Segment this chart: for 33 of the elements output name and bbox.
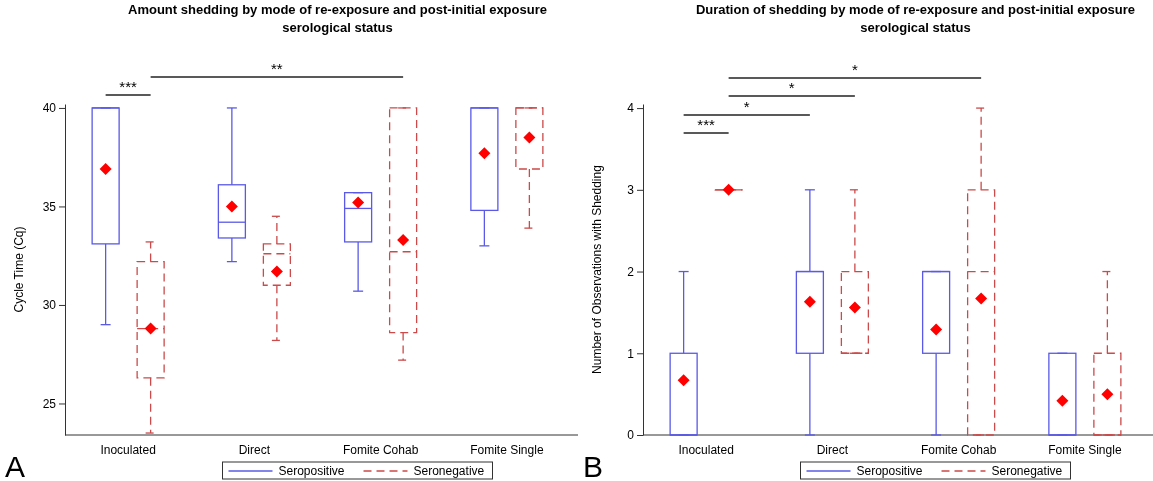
y-tick-label: 35	[42, 199, 57, 214]
y-axis-title: Cycle Time (Cq)	[12, 226, 26, 313]
y-tick-label: 3	[627, 183, 635, 198]
x-tick-label: Fomite Cohab	[920, 443, 997, 457]
legend-label: Seropositive	[856, 464, 923, 478]
x-tick-label: Fomite Cohab	[342, 443, 419, 457]
text: B	[583, 450, 604, 481]
legend-label: Seronegative	[991, 464, 1063, 478]
text: A	[5, 450, 26, 481]
x-tick-label: Inoculated	[100, 443, 156, 457]
y-tick-label: 25	[42, 396, 57, 411]
text: *	[788, 79, 795, 96]
legend-label: Seropositive	[278, 464, 345, 478]
x-tick-label: Fomite Single	[1048, 443, 1122, 457]
x-tick-label: Direct	[238, 443, 271, 457]
chart-title: Duration of shedding by mode of re-exposure and post-initial exposure serological status	[695, 2, 1136, 35]
y-tick-label: 4	[627, 101, 635, 116]
annotation: *	[743, 98, 750, 115]
x-tick-label: Inoculated	[678, 443, 734, 457]
text: ***	[119, 78, 138, 95]
y-axis-title: Number of Observations with Shedding	[590, 165, 604, 374]
y-tick-label: 30	[42, 298, 57, 313]
legend-label: Seronegative	[413, 464, 485, 478]
y-tick-label: 40	[42, 101, 57, 116]
chart-title: Amount shedding by mode of re-exposure and post-initial exposure serological status	[128, 2, 547, 35]
x-tick-label: Direct	[816, 443, 849, 457]
y-tick-label: 0	[627, 428, 635, 443]
text: **	[271, 60, 283, 77]
text: *	[851, 61, 858, 78]
y-tick-label: 1	[627, 346, 635, 361]
y-tick-label: 2	[627, 264, 635, 279]
annotation: ***	[697, 116, 716, 133]
x-tick-label: Fomite Single	[470, 443, 544, 457]
